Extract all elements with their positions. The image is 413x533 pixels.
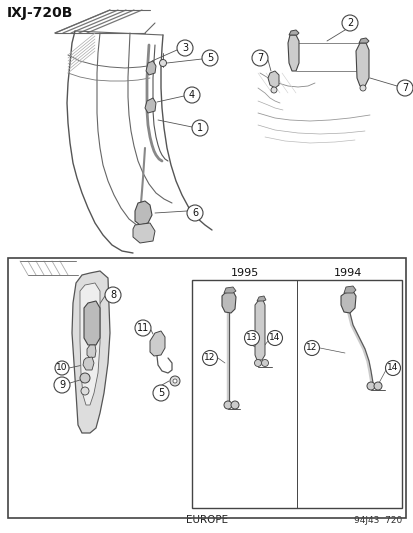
Polygon shape	[83, 357, 94, 370]
Circle shape	[54, 377, 70, 393]
Text: 5: 5	[206, 53, 213, 63]
Circle shape	[254, 359, 261, 367]
Text: 1994: 1994	[333, 268, 361, 278]
Text: EUROPE: EUROPE	[185, 515, 228, 525]
Polygon shape	[288, 30, 298, 35]
Polygon shape	[150, 331, 165, 356]
Polygon shape	[72, 271, 110, 433]
Text: 7: 7	[256, 53, 263, 63]
Text: 12: 12	[306, 343, 317, 352]
Polygon shape	[254, 300, 264, 360]
Circle shape	[223, 401, 231, 409]
Circle shape	[304, 341, 319, 356]
Circle shape	[170, 376, 180, 386]
Circle shape	[261, 359, 268, 367]
Text: 12: 12	[204, 353, 215, 362]
Circle shape	[177, 40, 192, 56]
Polygon shape	[223, 287, 235, 293]
Polygon shape	[80, 283, 100, 405]
Text: 10: 10	[56, 364, 68, 373]
Text: 1: 1	[197, 123, 202, 133]
Circle shape	[202, 50, 218, 66]
Circle shape	[159, 60, 166, 67]
Circle shape	[192, 120, 207, 136]
Circle shape	[385, 360, 399, 376]
Polygon shape	[87, 345, 96, 358]
Polygon shape	[84, 301, 100, 345]
Circle shape	[359, 85, 365, 91]
Polygon shape	[221, 291, 235, 313]
Text: 6: 6	[192, 208, 197, 218]
Circle shape	[271, 87, 276, 93]
Polygon shape	[145, 98, 156, 113]
Circle shape	[244, 330, 259, 345]
Text: 94J43  720: 94J43 720	[353, 516, 401, 525]
Circle shape	[153, 385, 169, 401]
Polygon shape	[355, 43, 368, 86]
Text: 11: 11	[137, 323, 149, 333]
Circle shape	[80, 373, 90, 383]
Text: 1995: 1995	[230, 268, 259, 278]
Text: 5: 5	[157, 388, 164, 398]
Circle shape	[396, 80, 412, 96]
Polygon shape	[340, 291, 355, 313]
Polygon shape	[267, 71, 278, 88]
Polygon shape	[358, 38, 368, 43]
Bar	[192, 280, 401, 508]
Circle shape	[202, 351, 217, 366]
Polygon shape	[135, 201, 152, 225]
Circle shape	[341, 15, 357, 31]
Circle shape	[187, 205, 202, 221]
Circle shape	[373, 382, 381, 390]
Circle shape	[135, 320, 151, 336]
Polygon shape	[256, 296, 266, 301]
Circle shape	[183, 87, 199, 103]
Polygon shape	[287, 35, 298, 71]
Polygon shape	[133, 223, 154, 243]
Circle shape	[252, 50, 267, 66]
Circle shape	[105, 287, 121, 303]
Circle shape	[173, 379, 177, 383]
Polygon shape	[343, 286, 355, 293]
Text: 8: 8	[110, 290, 116, 300]
Circle shape	[366, 382, 374, 390]
Text: 14: 14	[387, 364, 398, 373]
Text: 9: 9	[59, 380, 65, 390]
Circle shape	[55, 361, 69, 375]
Text: 2: 2	[346, 18, 352, 28]
Circle shape	[230, 401, 238, 409]
Polygon shape	[146, 61, 156, 75]
Text: 3: 3	[181, 43, 188, 53]
Text: 14: 14	[269, 334, 280, 343]
Bar	[8, 258, 405, 518]
Text: 13: 13	[246, 334, 257, 343]
Text: 4: 4	[188, 90, 195, 100]
Text: 7: 7	[401, 83, 407, 93]
Text: IXJ-720B: IXJ-720B	[7, 6, 73, 20]
Circle shape	[267, 330, 282, 345]
Circle shape	[81, 387, 89, 395]
